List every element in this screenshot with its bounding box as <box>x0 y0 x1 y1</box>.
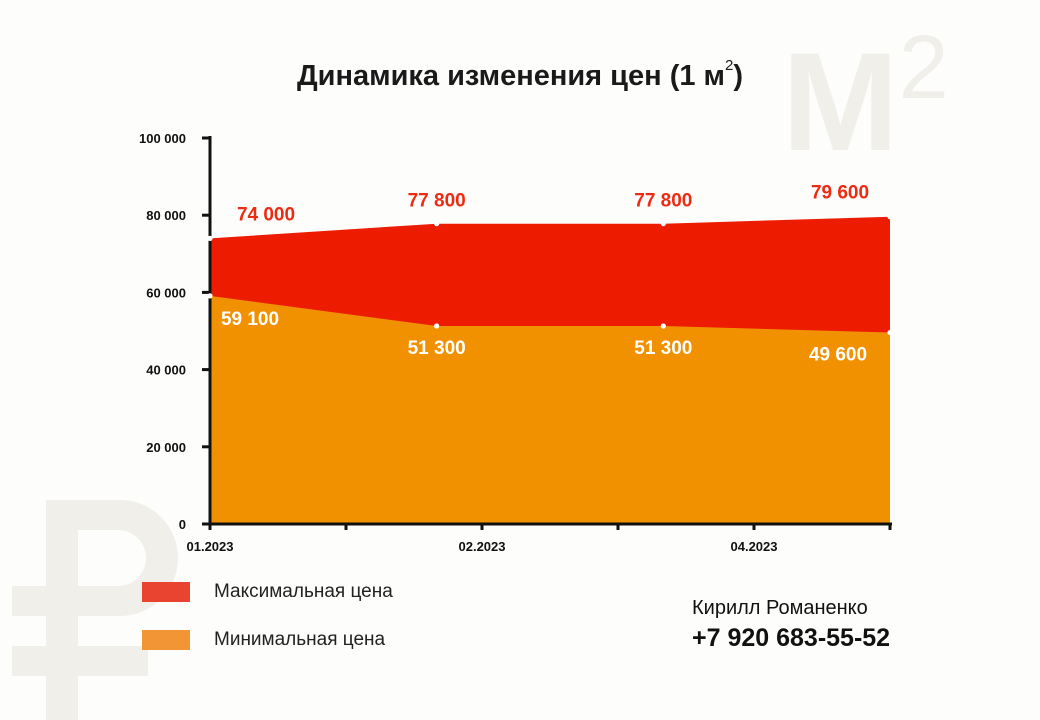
legend-swatch-max <box>142 582 190 602</box>
x-tick-label: 02.2023 <box>459 539 506 554</box>
contact-phone: +7 920 683-55-52 <box>692 624 891 652</box>
min-price-label: 49 600 <box>809 345 867 366</box>
chart-title-text: Динамика изменения цен (1 м <box>296 60 725 92</box>
y-tick-label: 0 <box>179 517 186 532</box>
max-price-label: 79 600 <box>811 183 869 204</box>
min-price-label: 59 100 <box>221 309 279 330</box>
y-tick-label: 40 000 <box>146 363 186 378</box>
y-tick-label: 80 000 <box>146 208 186 223</box>
chart-title-sup: 2 <box>725 57 734 75</box>
ruble-icon <box>12 500 178 720</box>
legend-label-max: Максимальная цена <box>214 581 393 602</box>
x-tick-label: 04.2023 <box>731 539 778 554</box>
min-price-label: 51 300 <box>408 338 466 359</box>
max-price-label: 77 800 <box>634 191 692 212</box>
legend-label-min: Минимальная цена <box>214 629 386 650</box>
legend-item-min: Минимальная цена <box>142 628 393 652</box>
y-tick-label: 60 000 <box>146 285 186 300</box>
max-price-point <box>207 235 213 241</box>
legend-swatch-min <box>142 630 190 650</box>
data-labels: 74 000 77 800 77 800 79 600 59 100 51 300 51 3… <box>221 183 869 366</box>
max-price-label: 74 000 <box>237 204 295 225</box>
x-tick-label: 01.2023 <box>187 539 234 554</box>
max-price-point <box>660 221 666 227</box>
series-areas <box>210 216 890 524</box>
chart-title: Динамика изменения цен (1 м2) <box>0 57 1040 93</box>
min-price-point <box>207 293 213 299</box>
chart-title-close: ) <box>733 60 744 92</box>
max-price-point <box>887 214 893 220</box>
contact-block: Кирилл Романенко +7 920 683-55-52 <box>692 597 890 653</box>
y-tick-label: 100 000 <box>139 131 186 146</box>
legend-item-max: Максимальная цена <box>142 580 393 604</box>
min-price-point <box>887 329 893 336</box>
y-tick-label: 20 000 <box>146 440 186 455</box>
area-watermark-sup: 2 <box>898 18 949 118</box>
min-price-area <box>210 295 890 524</box>
max-price-point <box>434 221 440 227</box>
data-points <box>207 214 893 336</box>
chart-legend: Максимальная цена Минимальная цена <box>142 580 393 676</box>
contact-name: Кирилл Романенко <box>692 597 868 619</box>
min-price-point <box>660 323 666 329</box>
max-price-label: 77 800 <box>408 191 466 212</box>
chart-axes: 0 20 000 40 000 60 000 80 000 100 000 01.2023 0… <box>139 131 892 554</box>
min-price-label: 51 300 <box>634 338 692 359</box>
area-watermark: M2 <box>782 23 949 172</box>
area-watermark-letter: M <box>782 23 899 180</box>
min-price-point <box>434 323 440 329</box>
